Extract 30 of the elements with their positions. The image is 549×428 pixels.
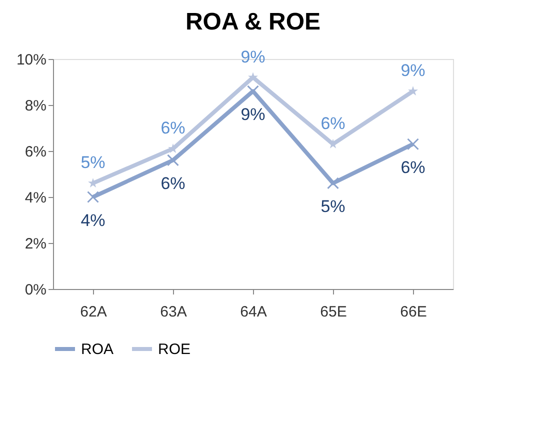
point [167, 154, 179, 166]
data-label: 5% [80, 153, 106, 172]
legend-label: ROE [158, 341, 191, 358]
point [407, 138, 419, 150]
y-tick-label: 10% [16, 52, 46, 68]
x-tick-label: 66E [400, 304, 427, 320]
data-label: 6% [320, 114, 346, 134]
y-tick-label: 2% [24, 236, 46, 252]
data-label: 9% [400, 61, 426, 80]
x-tick-label: 65E [320, 304, 347, 320]
data-label: 6% [160, 118, 186, 138]
point [408, 86, 418, 96]
point [168, 143, 178, 153]
y-tick-label: 4% [24, 190, 46, 206]
legend-label: ROA [81, 341, 114, 358]
y-tick-label: 6% [24, 144, 46, 160]
x-tick-label: 64A [240, 304, 267, 320]
data-label: 5% [320, 197, 346, 216]
chart-title: ROA & ROE [185, 8, 321, 36]
point [327, 177, 339, 190]
data-label: 9% [240, 47, 266, 66]
point [87, 191, 99, 203]
x-tick-label: 63A [160, 304, 187, 320]
data-label: 6% [400, 158, 426, 178]
data-label: 9% [240, 105, 266, 124]
y-tick-label: 0% [24, 282, 46, 298]
data-label: 6% [160, 174, 186, 194]
y-tick-label: 8% [24, 98, 46, 114]
x-tick-label: 62A [80, 304, 107, 320]
data-label: 4% [80, 211, 106, 230]
